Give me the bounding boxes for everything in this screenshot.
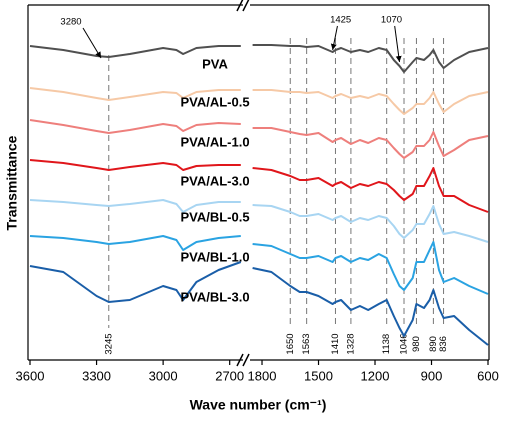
- spectrum-line: [29, 45, 241, 58]
- x-tick-label: 1800: [248, 368, 277, 383]
- x-tick-label: 2700: [215, 368, 244, 383]
- series-label: PVA/BL-0.5: [180, 209, 249, 224]
- annotation-label: 1425: [330, 15, 351, 26]
- x-tick-label: 3000: [149, 368, 178, 383]
- spectrum-line: [29, 199, 241, 213]
- peak-label: 980: [411, 336, 422, 352]
- peak-label: 836: [438, 336, 449, 352]
- peak-label: 1138: [381, 334, 392, 354]
- spectrum-line: [29, 159, 241, 171]
- annotation-label: 3280: [60, 17, 81, 28]
- series-label: PVA/BL-1.0: [180, 249, 249, 264]
- peak-label: 1046: [399, 333, 410, 354]
- series-label: PVA/AL-0.5: [180, 94, 249, 109]
- axis-break: [242, 0, 250, 12]
- spectrum-line: [29, 119, 241, 134]
- spectrum-line: [252, 127, 489, 159]
- axis-break: [236, 353, 244, 367]
- x-tick-label: 900: [421, 368, 443, 383]
- annotation-arrow: [82, 27, 102, 59]
- axis-break: [242, 353, 250, 367]
- spectrum-line: [29, 87, 241, 101]
- y-axis-title: Transmittance: [4, 135, 20, 230]
- series-label: PVA/AL-3.0: [180, 173, 249, 188]
- spectrum-line: [252, 204, 489, 243]
- peak-label: 890: [428, 336, 439, 352]
- spectrum-line: [252, 167, 489, 213]
- x-axis-title: Wave number (cm⁻¹): [190, 397, 327, 413]
- spectrum-line: [252, 89, 489, 115]
- spectrum-line: [29, 261, 242, 303]
- annotation-arrow: [330, 25, 338, 51]
- x-tick-label: 1200: [361, 368, 390, 383]
- series-label: PVA/AL-1.0: [180, 134, 249, 149]
- peak-label: 1328: [345, 333, 356, 354]
- annotation-label: 1070: [381, 15, 402, 26]
- annotation-arrow: [394, 25, 402, 63]
- spectrum-line: [29, 235, 241, 251]
- series-label: PVA: [202, 56, 228, 71]
- x-tick-label: 600: [477, 368, 499, 383]
- axis-break: [236, 0, 244, 12]
- series-label: PVA/BL-3.0: [180, 289, 249, 304]
- x-tick-label: 1500: [304, 368, 333, 383]
- spectrum-line: [252, 267, 489, 346]
- peak-label: 1650: [285, 333, 296, 354]
- peak-label: 1410: [330, 333, 341, 354]
- peak-label: 3245: [103, 333, 114, 354]
- spectrum-line: [252, 241, 489, 295]
- spectrum-line: [252, 44, 489, 73]
- peak-label: 1563: [301, 333, 312, 354]
- x-tick-label: 3300: [82, 368, 111, 383]
- x-tick-label: 3600: [16, 368, 45, 383]
